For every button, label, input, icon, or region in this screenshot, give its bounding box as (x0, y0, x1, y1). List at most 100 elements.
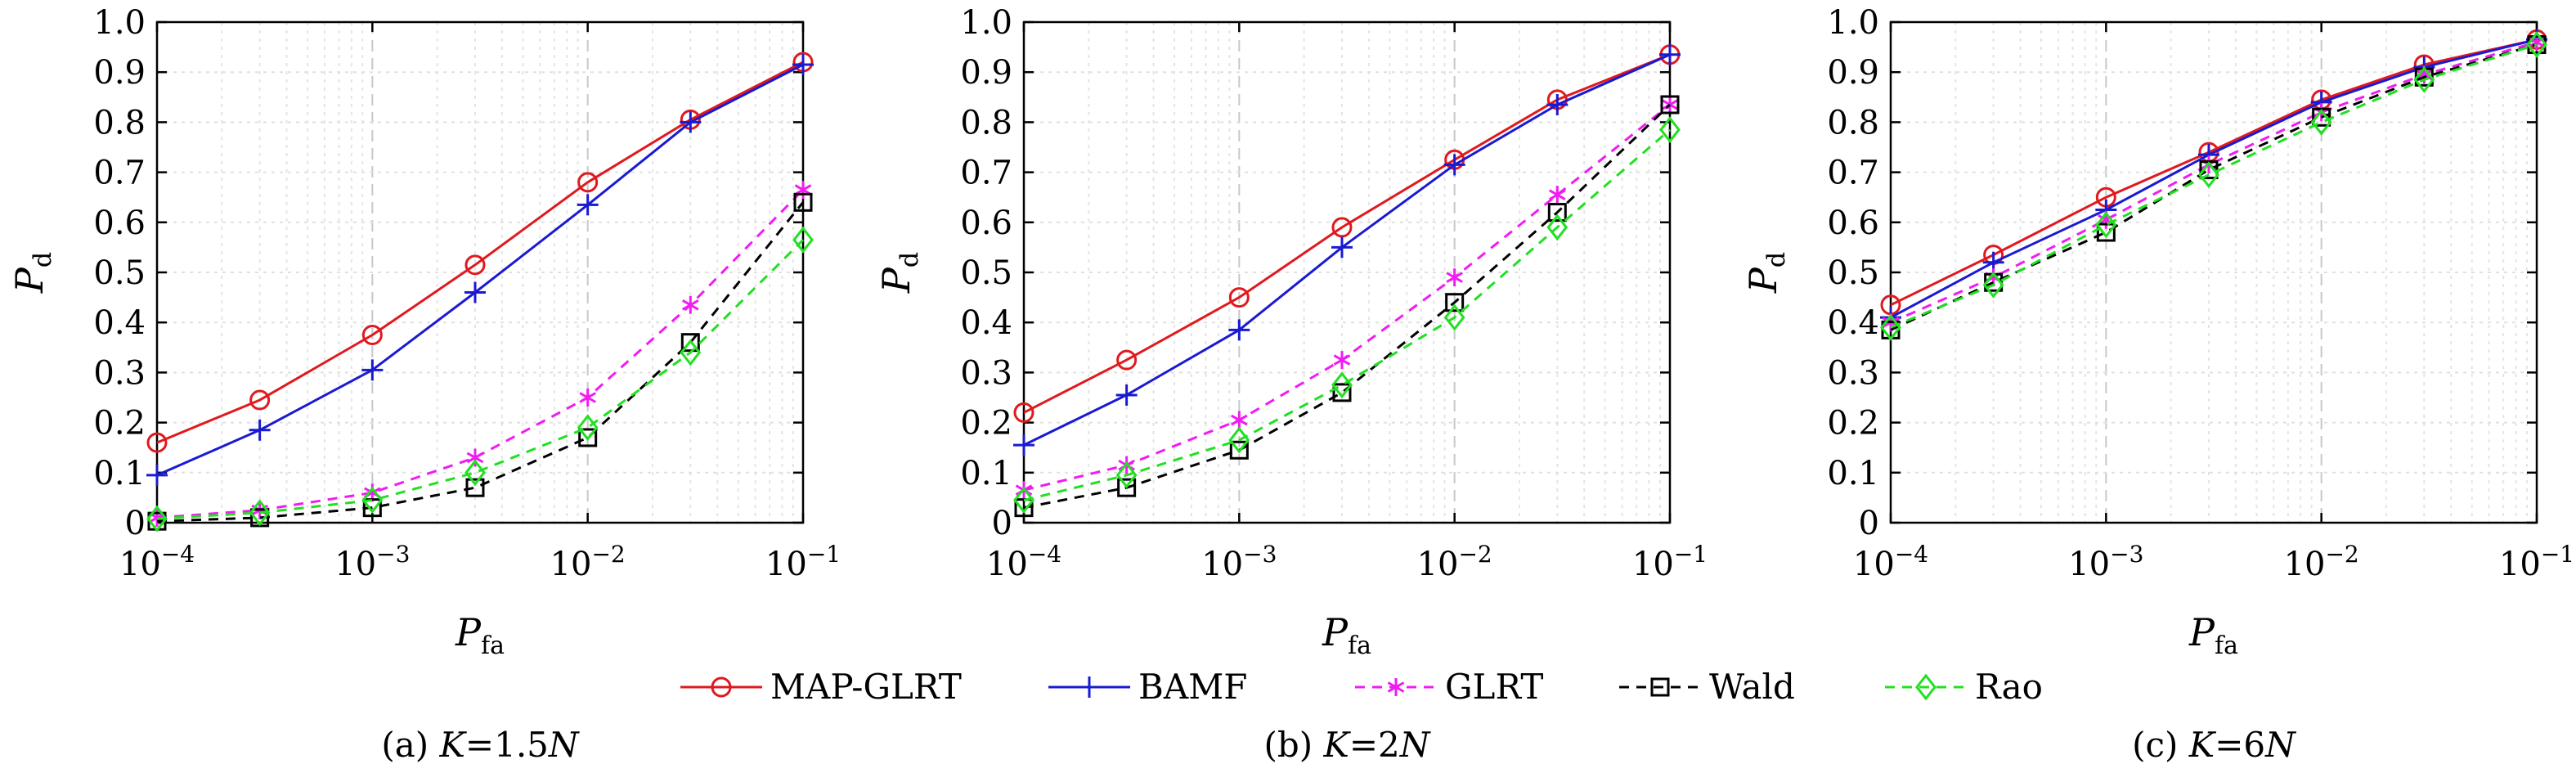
y-tick-label: 0.6 (93, 204, 146, 242)
data-point-rao (1982, 271, 2004, 299)
y-tick-label: 1.0 (960, 4, 1012, 42)
data-point-rao (2526, 31, 2547, 58)
legend-marker-rao (1915, 673, 1936, 701)
data-point-bamf (361, 359, 384, 381)
series-line-glrt (1023, 103, 1671, 492)
data-point-map (1331, 217, 1353, 238)
data-point-map (577, 172, 599, 193)
series-line-wald (1023, 103, 1672, 510)
series-wald (1881, 35, 2547, 339)
data-point-glrt (1231, 411, 1248, 429)
data-point-map (1228, 287, 1250, 308)
x-tick-label: 10−2 (1417, 541, 1492, 583)
y-tick-label: 0.2 (1827, 405, 1879, 443)
series-map (146, 52, 814, 453)
y-tick-label: 0.9 (960, 54, 1012, 92)
legend-marker-wald (1650, 677, 1670, 697)
x-tick-label: 10−1 (765, 541, 841, 583)
data-point-glrt (681, 295, 699, 314)
data-point-map (1116, 349, 1138, 371)
data-point-rao (577, 414, 599, 442)
legend-marker-bamf (1079, 676, 1100, 698)
series-rao (1013, 116, 1681, 514)
y-tick-label: 0.3 (1827, 354, 1879, 392)
chart-panel-2: 10−4 10−3 10−2 10−1 0 0.1 0.2 0.3 0.4 0.5 0.6 0.7 0.… (874, 4, 1708, 660)
series-wald (1014, 95, 1680, 518)
series-glrt (1882, 33, 2546, 332)
y-tick-label: 0.8 (93, 104, 146, 142)
legend-item-wald: Wald (1619, 667, 1795, 707)
y-tick-label: 0.7 (93, 155, 146, 192)
data-point-bamf (792, 54, 814, 76)
y-axis-label: Pd (874, 252, 924, 294)
series-bamf (146, 54, 814, 486)
legend-marker-map (711, 676, 732, 698)
data-point-bamf (1228, 319, 1250, 341)
data-point-rao (1228, 426, 1250, 454)
series-line-map (156, 61, 804, 444)
x-tick-label: 10−4 (986, 541, 1061, 583)
data-point-bamf (1546, 93, 1568, 115)
data-point-rao (1115, 461, 1138, 489)
legend-label-wald: Wald (1709, 667, 1795, 707)
data-point-glrt (1446, 268, 1463, 287)
y-tick-label: 0.7 (960, 155, 1012, 192)
x-tick-label: 10−2 (550, 541, 626, 583)
x-tick-label: 10−1 (1632, 541, 1708, 583)
y-tick-label: 0.9 (1827, 54, 1879, 92)
y-tick-label: 0.2 (93, 405, 146, 443)
caption-1: (a) K=1.5N (381, 725, 580, 765)
x-tick-label: 10−3 (2068, 541, 2143, 583)
data-point-map (464, 254, 486, 276)
y-tick-label: 0 (992, 505, 1012, 542)
data-point-rao (2095, 211, 2117, 239)
x-tick-label: 10−2 (2284, 541, 2359, 583)
data-point-rao (2413, 65, 2435, 93)
legend: MAP-GLRT BAMF GLRT Wald Rao (680, 667, 2043, 707)
x-axis-label: Pfa (1322, 610, 1371, 660)
x-axis-label: Pfa (455, 610, 505, 660)
y-axis-label: Pd (1741, 252, 1791, 294)
data-point-map (1013, 402, 1034, 423)
data-point-glrt (466, 448, 484, 467)
data-point-rao (1880, 313, 1901, 341)
data-point-glrt (794, 181, 812, 200)
y-tick-label: 0.4 (93, 304, 146, 342)
y-tick-label: 0.2 (960, 405, 1012, 443)
data-point-wald (1445, 293, 1465, 312)
data-point-bamf (1443, 154, 1465, 176)
grid (1891, 22, 2537, 523)
y-tick-label: 1.0 (1827, 4, 1879, 42)
data-point-wald (793, 192, 813, 212)
data-point-wald (362, 498, 382, 518)
data-point-rao (361, 487, 384, 514)
legend-item-map: MAP-GLRT (680, 667, 962, 707)
y-tick-label: 0.1 (960, 455, 1012, 492)
data-point-rao (2310, 108, 2332, 136)
y-tick-label: 0.6 (1827, 204, 1879, 242)
legend-item-bamf: BAMF (1048, 667, 1247, 707)
data-point-bamf (680, 111, 702, 133)
series-rao (146, 226, 814, 533)
series-line-wald (1890, 43, 2538, 331)
y-tick-label: 0.5 (93, 254, 146, 292)
legend-marker-glrt (1387, 678, 1405, 696)
data-point-glrt (1333, 351, 1351, 370)
y-tick-label: 0.1 (93, 455, 146, 492)
data-point-wald (1229, 440, 1249, 460)
data-point-rao (1659, 116, 1681, 144)
captions: (a) K=1.5N (b) K=2N (c) K=6N (381, 725, 2296, 765)
series-glrt (1015, 95, 1679, 500)
y-tick-label: 0.6 (960, 204, 1012, 242)
data-point-bamf (577, 194, 599, 216)
chart-panel-1: 10−4 10−3 10−2 10−1 0 0.1 0.2 0.3 0.4 0.5 0.6 0.7 0.… (7, 4, 841, 660)
data-point-rao (680, 339, 702, 366)
y-tick-label: 0.8 (960, 104, 1012, 142)
caption-2: (b) K=2N (1263, 725, 1430, 765)
y-tick-label: 0.9 (93, 54, 146, 92)
data-point-wald (465, 478, 485, 497)
data-point-map (361, 325, 383, 345)
series-line-rao (156, 239, 805, 520)
x-tick-label: 10−3 (1201, 541, 1277, 583)
